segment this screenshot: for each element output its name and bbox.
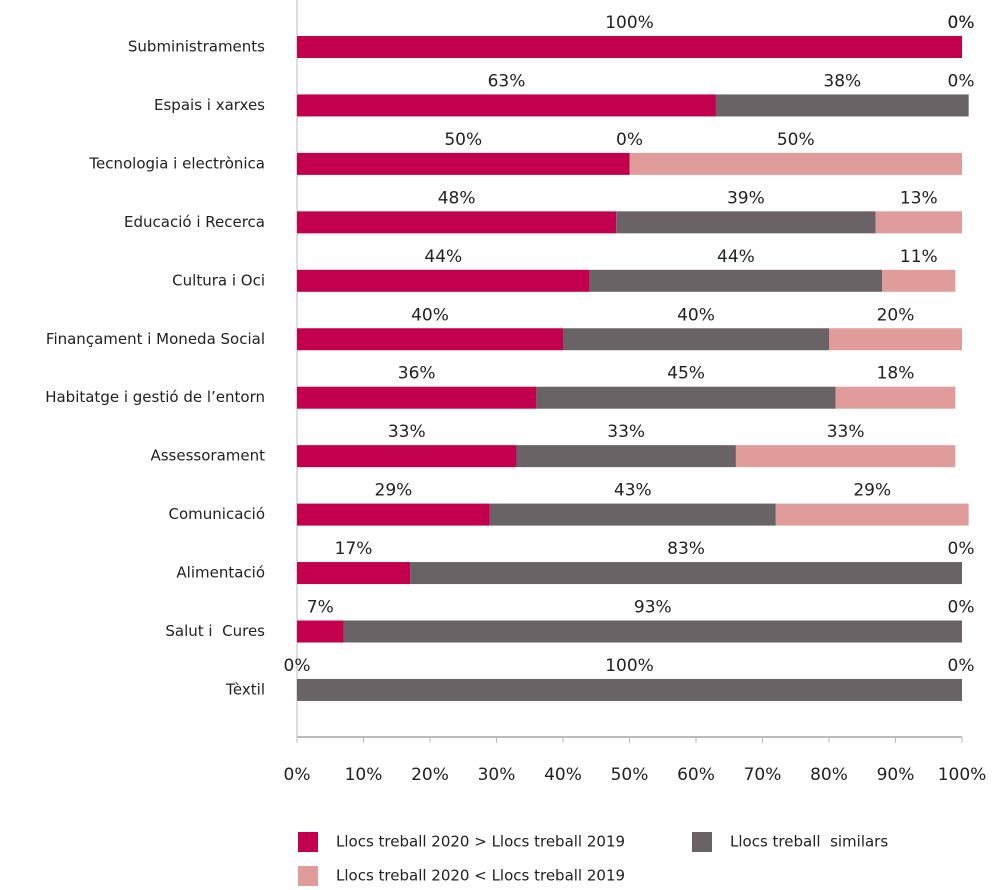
bar <box>297 503 490 526</box>
bar <box>297 94 716 117</box>
legend-swatch <box>692 832 712 852</box>
bar <box>563 328 829 351</box>
bar <box>775 503 969 526</box>
y-tick-label: Espais i xarxes <box>154 96 265 114</box>
x-tick-label: 20% <box>411 765 449 785</box>
data-label: 83% <box>667 539 705 559</box>
data-label: 33% <box>607 422 645 442</box>
y-tick-label: Cultura i Oci <box>172 271 265 289</box>
data-label: 0% <box>948 598 975 618</box>
y-tick-label: Subministraments <box>128 38 265 56</box>
data-label: 44% <box>424 247 462 267</box>
data-label: 43% <box>614 481 652 501</box>
data-label: 40% <box>411 305 449 325</box>
bar <box>875 211 962 234</box>
bar <box>297 328 563 351</box>
data-label: 63% <box>488 71 526 91</box>
y-tick-label: Finançament i Moneda Social <box>46 330 265 348</box>
data-label: 0% <box>948 656 975 676</box>
data-label: 29% <box>853 481 891 501</box>
data-label: 50% <box>444 130 482 150</box>
data-label: 100% <box>605 656 654 676</box>
data-label: 0% <box>948 13 975 33</box>
bar <box>616 211 876 234</box>
bar <box>297 211 617 234</box>
y-tick-label: Habitatge i gestió de l’entorn <box>45 388 265 406</box>
data-label: 17% <box>335 539 373 559</box>
x-tick-label: 90% <box>877 765 915 785</box>
y-tick-label: Educació i Recerca <box>124 213 265 231</box>
y-tick-label: Assessorament <box>150 447 265 465</box>
x-tick-label: 50% <box>611 765 649 785</box>
bar <box>882 269 956 292</box>
bar <box>829 328 962 351</box>
bar <box>297 152 630 175</box>
data-label: 20% <box>877 305 915 325</box>
x-tick-label: 80% <box>810 765 848 785</box>
data-label: 7% <box>307 598 334 618</box>
data-label: 93% <box>634 598 672 618</box>
y-tick-label: Tèxtil <box>225 680 265 698</box>
bar <box>343 620 962 643</box>
data-label: 38% <box>823 71 861 91</box>
data-label: 44% <box>717 247 755 267</box>
bar <box>297 445 517 468</box>
legend-label: Llocs treball 2020 < Llocs treball 2019 <box>336 867 625 885</box>
data-label: 39% <box>727 188 765 208</box>
bar <box>516 445 736 468</box>
bar <box>835 386 956 409</box>
data-label: 100% <box>605 13 654 33</box>
y-tick-label: Alimentació <box>176 564 265 582</box>
x-tick-label: 10% <box>345 765 383 785</box>
bar <box>297 36 962 58</box>
data-label: 13% <box>900 188 938 208</box>
y-tick-label: Salut i Cures <box>165 622 265 640</box>
legend-swatch <box>298 832 318 852</box>
data-label: 48% <box>438 188 476 208</box>
x-tick-label: 0% <box>284 765 311 785</box>
data-label: 33% <box>388 422 426 442</box>
x-tick-label: 100% <box>938 765 987 785</box>
legend-swatch <box>298 866 318 886</box>
x-tick-label: 30% <box>478 765 516 785</box>
bar <box>297 269 590 292</box>
bar <box>410 562 962 585</box>
x-tick-label: 60% <box>677 765 715 785</box>
x-tick-label: 70% <box>744 765 782 785</box>
data-label: 18% <box>877 364 915 384</box>
bar <box>629 152 962 175</box>
data-label: 45% <box>667 364 705 384</box>
data-label: 0% <box>616 130 643 150</box>
bar <box>536 386 836 409</box>
data-label: 0% <box>948 13 975 33</box>
bar <box>297 386 537 409</box>
data-label: 29% <box>375 481 413 501</box>
data-label: 50% <box>777 130 815 150</box>
data-label: 0% <box>948 539 975 559</box>
bar <box>489 503 776 526</box>
y-tick-label: Comunicació <box>169 505 265 523</box>
bar <box>297 562 411 585</box>
data-label: 0% <box>284 656 311 676</box>
data-label: 33% <box>827 422 865 442</box>
data-label: 0% <box>948 71 975 91</box>
bar <box>735 445 956 468</box>
bar <box>589 269 883 292</box>
x-tick-label: 40% <box>544 765 582 785</box>
data-label: 40% <box>677 305 715 325</box>
bar <box>715 94 969 117</box>
y-tick-label: Tecnologia i electrònica <box>88 154 265 172</box>
bar <box>297 678 962 701</box>
bar <box>297 620 344 643</box>
legend-label: Llocs treball 2020 > Llocs treball 2019 <box>336 833 625 851</box>
data-label: 36% <box>398 364 436 384</box>
data-label: 11% <box>900 247 938 267</box>
legend-label: Llocs treball similars <box>730 833 888 851</box>
